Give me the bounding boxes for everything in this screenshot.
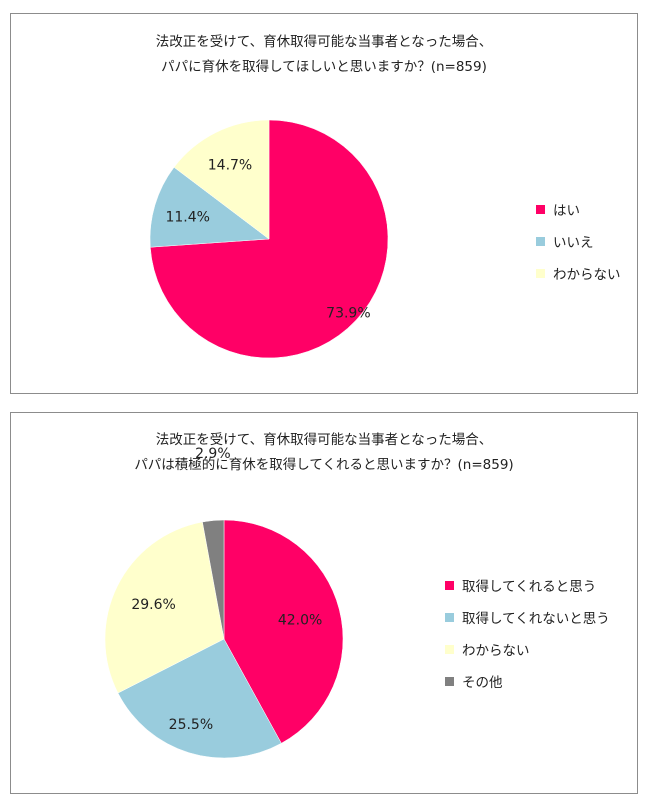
legend-label: わからない	[462, 643, 530, 659]
legend-label: 取得してくれないと思う	[462, 611, 610, 627]
chart-panel-1: 法改正を受けて、育休取得可能な当事者となった場合、 パパに育休を取得してほしいと…	[10, 13, 638, 394]
legend-swatch	[536, 236, 545, 246]
legend-item: いいえ	[536, 232, 621, 251]
legend-swatch	[536, 204, 545, 214]
legend-swatch	[445, 676, 454, 686]
legend-swatch	[445, 644, 454, 654]
data-label: 29.6%	[131, 597, 175, 613]
pie-slice-1	[223, 519, 344, 744]
pie-slice-2	[149, 166, 270, 248]
legend-item: 取得してくれないと思う	[445, 608, 610, 627]
chart-title-line-2: パパは積極的に育休を取得してくれると思いますか？(n=859)	[134, 457, 514, 473]
chart-legend: はいいいえわからない	[536, 200, 621, 296]
data-label: 2.9%	[195, 446, 231, 462]
chart-title-line-1: 法改正を受けて、育休取得可能な当事者となった場合、	[155, 34, 493, 50]
legend-item: はい	[536, 200, 621, 219]
chart-title: 法改正を受けて、育休取得可能な当事者となった場合、 パパに育休を取得してほしいと…	[11, 30, 637, 80]
legend-swatch	[536, 268, 545, 278]
legend-item: わからない	[536, 264, 621, 283]
legend-label: はい	[553, 203, 580, 219]
data-label: 25.5%	[169, 717, 213, 733]
pie-slice-3	[104, 521, 225, 694]
pie-slice-3	[173, 119, 270, 240]
legend-item: 取得してくれると思う	[445, 576, 610, 595]
data-label: 73.9%	[326, 306, 370, 322]
chart-title-line-2: パパに育休を取得してほしいと思いますか？(n=859)	[161, 59, 487, 75]
data-label: 42.0%	[278, 612, 322, 628]
pie-slice-4	[202, 519, 225, 640]
pie-slice-2	[117, 638, 282, 759]
chart-panel-2: 法改正を受けて、育休取得可能な当事者となった場合、 パパは積極的に育休を取得して…	[10, 412, 638, 794]
pie-chart: 42.0% 25.5% 29.6% 2.9%	[104, 446, 344, 759]
legend-item: わからない	[445, 640, 610, 659]
legend-swatch	[445, 580, 454, 590]
data-label: 14.7%	[208, 158, 252, 174]
legend-label: わからない	[553, 267, 621, 283]
legend-label: その他	[462, 675, 503, 691]
pie-chart: 73.9% 11.4% 14.7%	[149, 119, 389, 359]
legend-label: いいえ	[553, 235, 594, 251]
legend-swatch	[445, 612, 454, 622]
chart-title-line-1: 法改正を受けて、育休取得可能な当事者となった場合、	[155, 432, 493, 448]
data-label: 11.4%	[165, 210, 209, 226]
chart-title: 法改正を受けて、育休取得可能な当事者となった場合、 パパは積極的に育休を取得して…	[11, 428, 637, 478]
chart-legend: 取得してくれると思う 取得してくれないと思う わからないその他	[445, 576, 610, 704]
legend-item: その他	[445, 672, 610, 691]
legend-label: 取得してくれると思う	[462, 579, 597, 595]
